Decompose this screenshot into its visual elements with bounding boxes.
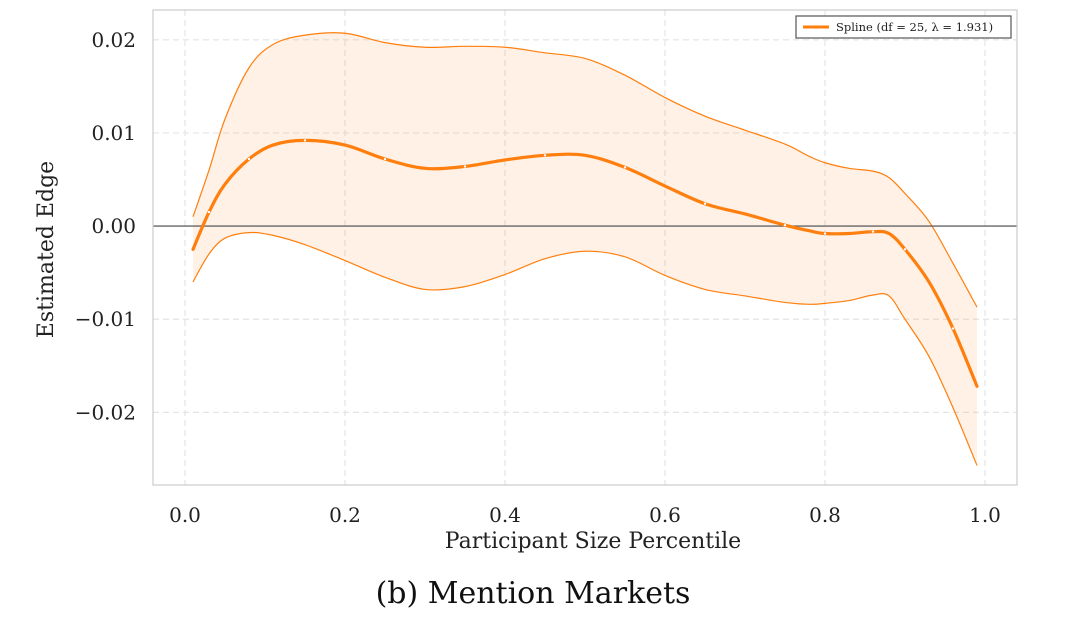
- spline-point-1: [207, 210, 211, 214]
- legend-box: [795, 15, 1012, 39]
- x-tick-label: 0.0: [169, 503, 201, 527]
- y-tick-label: −0.01: [75, 307, 136, 331]
- y-tick-label: −0.02: [75, 400, 136, 424]
- spline-point-11: [543, 154, 547, 157]
- y-axis-label: Estimated Edge: [34, 161, 59, 338]
- x-tick-label: 0.2: [329, 503, 361, 527]
- spline-point-19: [823, 232, 827, 235]
- legend-label: Spline (df = 25, λ = 1.931): [836, 20, 993, 34]
- spline-point-13: [623, 166, 627, 169]
- plot-frame: [152, 9, 1018, 486]
- spline-point-21: [871, 230, 875, 233]
- y-tick-label: 0.00: [91, 214, 136, 238]
- spline-point-25: [951, 327, 955, 330]
- spline-point-15: [703, 202, 707, 205]
- x-tick-label: 1.0: [969, 503, 1001, 527]
- upper-bound-line: [192, 32, 978, 308]
- x-tick-label: 0.6: [649, 503, 681, 527]
- plot-area: [153, 10, 1017, 485]
- confidence-band: [193, 32, 977, 466]
- x-axis-label: Participant Size Percentile: [445, 529, 741, 554]
- chart: 0.0 0.2 0.4 0.6 0.8 1.0 −0.02 −0.01 0.00 0.01 0.02…: [34, 9, 1018, 554]
- spline-point-23: [903, 248, 907, 251]
- spline-point-7: [383, 157, 387, 161]
- lower-bound-line: [192, 231, 978, 466]
- x-tick-label: 0.4: [489, 503, 521, 527]
- spline-point-17: [783, 223, 787, 227]
- x-tick-label: 0.8: [809, 503, 841, 527]
- figure-caption: (b) Mention Markets: [375, 576, 691, 611]
- spline-point-3: [247, 157, 251, 161]
- spline-point-9: [463, 165, 467, 168]
- spline-point-5: [303, 139, 307, 142]
- y-tick-label: 0.02: [91, 28, 136, 52]
- y-tick-label: 0.01: [91, 121, 136, 145]
